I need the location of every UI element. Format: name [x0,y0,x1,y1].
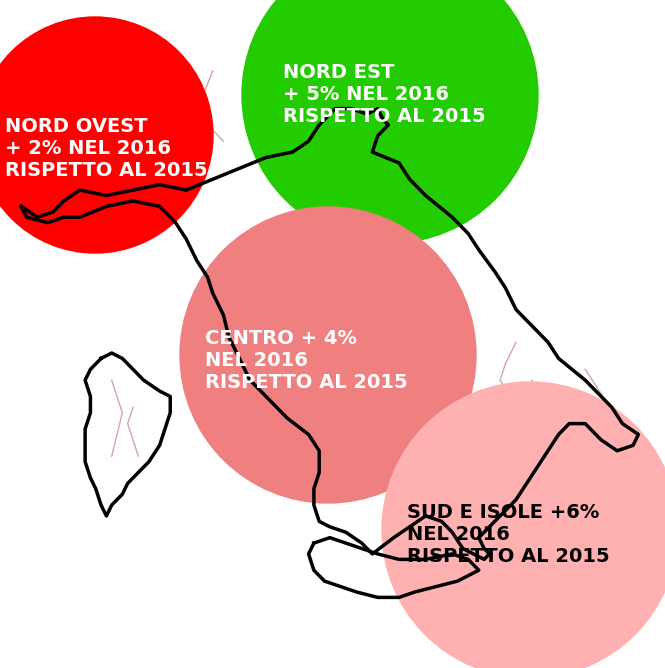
Circle shape [242,0,538,243]
Circle shape [180,207,476,503]
Text: NORD OVEST
+ 2% NEL 2016
RISPETTO AL 2015: NORD OVEST + 2% NEL 2016 RISPETTO AL 201… [5,116,207,180]
Text: SUD E ISOLE +6%
NEL 2016
RISPETTO AL 2015: SUD E ISOLE +6% NEL 2016 RISPETTO AL 201… [407,504,610,566]
Circle shape [0,17,213,253]
Circle shape [382,382,665,668]
Text: NORD EST
+ 5% NEL 2016
RISPETTO AL 2015: NORD EST + 5% NEL 2016 RISPETTO AL 2015 [283,63,485,126]
Text: CENTRO + 4%
NEL 2016
RISPETTO AL 2015: CENTRO + 4% NEL 2016 RISPETTO AL 2015 [205,329,408,391]
